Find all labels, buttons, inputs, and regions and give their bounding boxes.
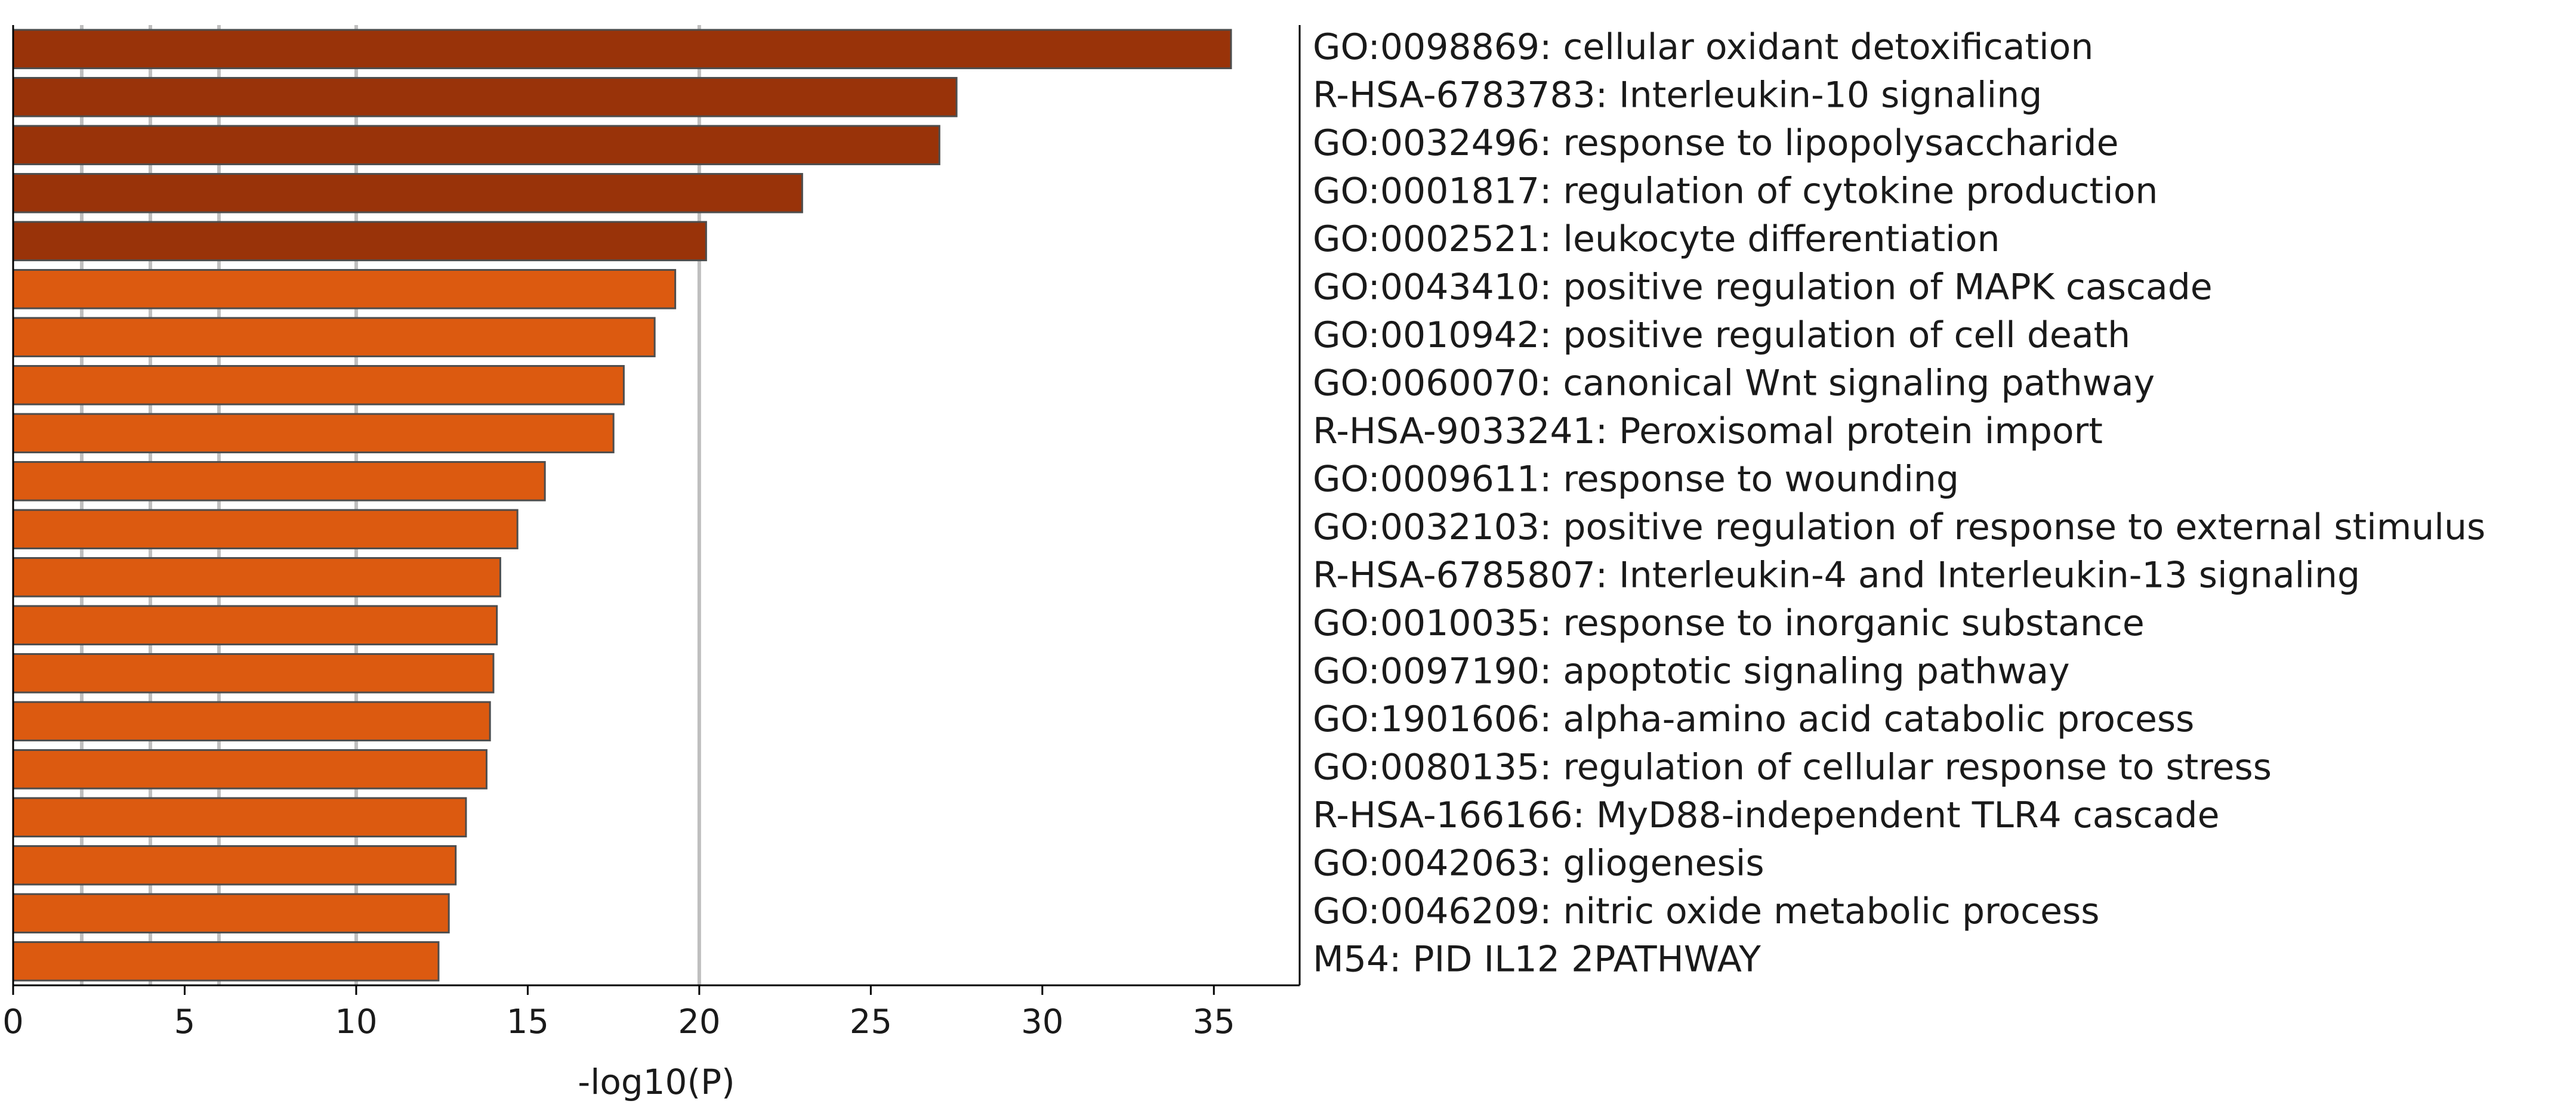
bar [12,509,519,549]
category-label: GO:0097190: apoptotic signaling pathway [1313,650,2070,692]
category-label: GO:0042063: gliogenesis [1313,842,1764,884]
category-label: GO:1901606: alpha-amino acid catabolic p… [1313,698,2194,740]
category-label: GO:0001817: regulation of cytokine produ… [1313,170,2158,212]
bar [12,461,546,502]
axes-frame [12,25,1301,987]
category-label: R-HSA-166166: MyD88-independent TLR4 cas… [1313,794,2220,836]
bar [12,893,450,933]
category-label: R-HSA-6785807: Interleukin-4 and Interle… [1313,554,2360,596]
category-label: GO:0032496: response to lipopolysacchari… [1313,122,2119,164]
bar [12,701,491,741]
bar [12,365,625,406]
x-tick-label: 15 [507,1003,549,1041]
bar [12,653,495,694]
bar [12,749,488,790]
category-label: GO:0002521: leukocyte differentiation [1313,218,2000,260]
x-tick-label: 30 [1021,1003,1063,1041]
bar [12,173,803,214]
category-label: GO:0032103: positive regulation of respo… [1313,506,2485,548]
category-labels: GO:0098869: cellular oxidant detoxificat… [1313,26,2485,981]
x-tick-label: 35 [1193,1003,1235,1041]
x-tick-label: 25 [850,1003,892,1041]
bar [12,317,656,357]
category-label: R-HSA-9033241: Peroxisomal protein impor… [1313,410,2103,452]
category-label: R-HSA-6783783: Interleukin-10 signaling [1313,74,2042,116]
category-label: GO:0010942: positive regulation of cell … [1313,314,2130,356]
bars [12,29,1232,982]
x-tick-label: 10 [335,1003,377,1041]
bar [12,605,498,645]
bar [12,29,1232,69]
category-label: GO:0060070: canonical Wnt signaling path… [1313,362,2155,404]
x-tick-label: 0 [2,1003,24,1041]
category-label: GO:0046209: nitric oxide metabolic proce… [1313,890,2100,932]
x-axis-label: -log10(P) [578,1062,735,1102]
bar [12,941,440,982]
x-axis-ticks: 0 5 10 15 20 25 30 35 [2,985,1235,1041]
bar [12,269,677,310]
bar [12,797,467,837]
bar [12,845,457,886]
category-label: GO:0098869: cellular oxidant detoxificat… [1313,26,2093,68]
bar [12,557,501,598]
bar [12,413,615,453]
category-label: GO:0010035: response to inorganic substa… [1313,602,2145,644]
category-label: GO:0043410: positive regulation of MAPK … [1313,266,2213,308]
x-tick-label: 5 [174,1003,196,1041]
bar [12,125,940,165]
x-tick-label: 20 [678,1003,720,1041]
category-label: M54: PID IL12 2PATHWAY [1313,938,1761,980]
category-label: GO:0009611: response to wounding [1313,458,1959,500]
reference-lines [79,25,701,985]
category-label: GO:0080135: regulation of cellular respo… [1313,746,2272,788]
bar [12,221,707,261]
bar [12,77,958,117]
